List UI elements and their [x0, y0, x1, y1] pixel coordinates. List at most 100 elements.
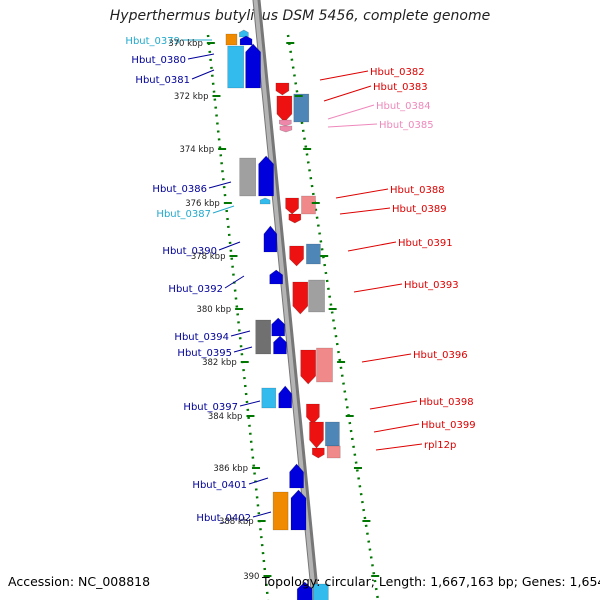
gene-label-left: Hbut_0379 [125, 36, 180, 47]
gene-0396 [300, 349, 316, 385]
gene-label-left: Hbut_0395 [177, 348, 232, 359]
gene-0384 [279, 119, 292, 127]
gene-0393b [308, 279, 325, 313]
leader-line [319, 70, 369, 81]
tick-label: 374 kbp [179, 145, 214, 155]
gene-0401-shape [289, 463, 304, 489]
gene-0398b [309, 421, 324, 449]
gene-0379-shape [225, 33, 238, 46]
gene-0390-shape [263, 225, 278, 253]
leader-line [239, 400, 261, 407]
gene-0395b-shape [273, 335, 287, 355]
gene-0381 [245, 43, 261, 89]
tick-label: 370 kbp [168, 39, 203, 49]
gene-label-right: Hbut_0389 [392, 204, 447, 215]
gene-0388-shape [285, 197, 299, 215]
leader-line [369, 400, 418, 410]
gene-0380-shape [227, 45, 244, 89]
gene-rpl12-shape [312, 447, 325, 459]
gene-0382 [275, 82, 290, 96]
gene-0381-shape [245, 43, 261, 89]
gene-0379c [239, 35, 253, 46]
gene-label-right: Hbut_0393 [404, 280, 459, 291]
gene-label-left: Hbut_0390 [162, 246, 217, 257]
gene-0396b [316, 347, 333, 383]
gene-0380 [227, 45, 244, 89]
leader-line [187, 53, 215, 60]
gene-0390 [263, 225, 278, 253]
gene-label-left: Hbut_0387 [156, 209, 211, 220]
tick-label: 384 kbp [208, 412, 243, 422]
gene-0379c-shape [239, 35, 253, 46]
gene-rpl12b-shape [326, 445, 341, 459]
gene-0395 [271, 317, 285, 337]
gene-0393-shape [292, 281, 309, 315]
leader-line [218, 241, 241, 251]
leader-line [230, 330, 251, 337]
gene-0397 [261, 387, 277, 409]
gene-label-right: Hbut_0385 [379, 120, 434, 131]
gene-label-left: Hbut_0402 [196, 513, 251, 524]
gene-0402b-shape [290, 489, 307, 531]
gene-label-right: Hbut_0396 [413, 350, 468, 361]
gene-rpl12 [312, 447, 325, 459]
leader-line [191, 69, 215, 80]
gene-0387-shape [259, 197, 271, 205]
gene-label-left: Hbut_0386 [152, 184, 207, 195]
gene-0394 [255, 319, 271, 355]
gene-0388b [301, 195, 316, 215]
leader-line [224, 275, 245, 289]
gene-0383b [293, 93, 310, 123]
gene-0388 [285, 197, 299, 215]
leader-line [375, 443, 423, 451]
gene-label-left: Hbut_0381 [135, 75, 190, 86]
gene-0391b [306, 243, 321, 265]
gene-0395b [273, 335, 287, 355]
gene-0391b-shape [306, 243, 321, 265]
gene-0401 [289, 463, 304, 489]
tick-label: 382 kbp [202, 358, 237, 368]
gene-0393 [292, 281, 309, 315]
gene-0389-shape [288, 213, 302, 224]
gene-0397-shape [261, 387, 277, 409]
gene-label-right: Hbut_0388 [390, 185, 445, 196]
gene-0385-shape [279, 125, 293, 133]
tick-label: 376 kbp [185, 199, 220, 209]
leader-line [347, 241, 397, 252]
tick-label: 380 kbp [196, 305, 231, 315]
gene-0388b-shape [301, 195, 316, 215]
gene-0393b-shape [308, 279, 325, 313]
leader-line [373, 423, 420, 433]
gene-0379b [239, 29, 249, 38]
leader-line [208, 181, 232, 189]
gene-0397b [278, 385, 292, 409]
leader-line [248, 477, 269, 485]
gene-0394-shape [255, 319, 271, 355]
gene-0399 [325, 421, 340, 447]
gene-0402-shape [272, 491, 289, 531]
gene-0386-shape [239, 157, 256, 197]
gene-label-left: Hbut_0397 [183, 402, 238, 413]
gene-0387 [259, 197, 271, 205]
gene-0383b-shape [293, 93, 310, 123]
gene-0397b-shape [278, 385, 292, 409]
gene-label-right: Hbut_0398 [419, 397, 474, 408]
gene-label-right: rpl12p [424, 440, 456, 451]
tick-label: 386 kbp [213, 464, 248, 474]
gene-0391-shape [289, 245, 304, 267]
gene-label-left: Hbut_0401 [192, 480, 247, 491]
topology-text: Topology: circular; Length: 1,667,163 bp… [262, 574, 600, 589]
leader-line [353, 283, 403, 293]
gene-0379b-shape [239, 29, 249, 38]
gene-label-left: Hbut_0394 [174, 332, 229, 343]
gene-0392-shape [269, 269, 283, 285]
gene-0396b-shape [316, 347, 333, 383]
gene-0384-shape [279, 119, 292, 127]
gene-0402b [290, 489, 307, 531]
gene-label-right: Hbut_0382 [370, 67, 425, 78]
leader-line [339, 207, 391, 215]
gene-label-right: Hbut_0391 [398, 238, 453, 249]
tick-label: 388 kbp [219, 517, 254, 527]
gene-label-left: Hbut_0392 [168, 284, 223, 295]
